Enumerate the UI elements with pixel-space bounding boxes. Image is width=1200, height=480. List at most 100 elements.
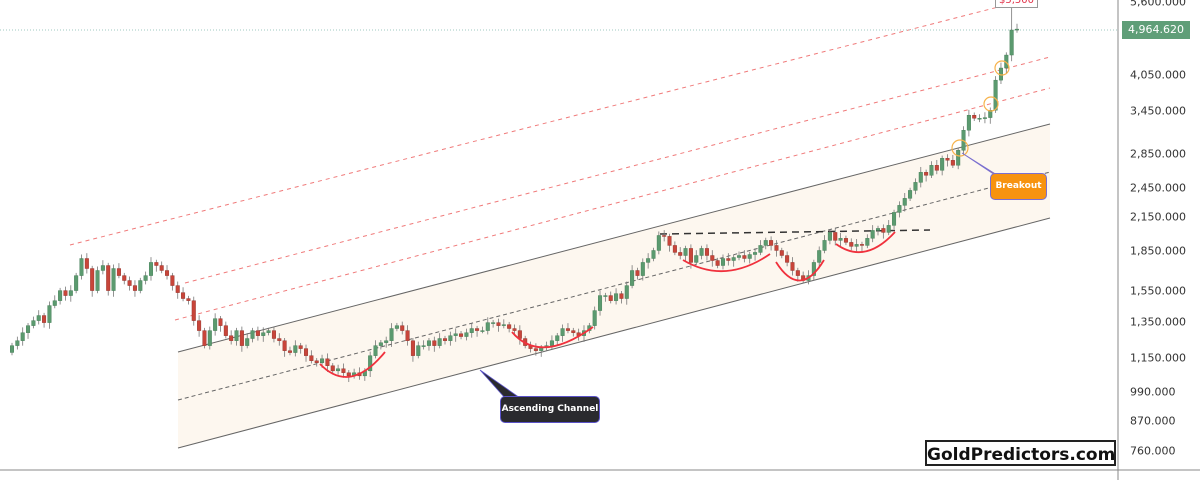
candle [859,241,864,252]
candle-body-up [68,290,73,296]
candle [165,265,170,280]
candle [250,327,255,343]
y-tick-label: 2,450.000 [1130,181,1186,195]
y-tick-label: 5,600.000 [1130,0,1186,9]
candle-body-down [779,250,784,256]
resistance-line [659,229,931,235]
candle [443,335,448,345]
candle-body-up [448,335,453,341]
candle [715,257,720,269]
y-tick-label: 1,850.000 [1130,244,1186,258]
candle [533,343,538,356]
candle [795,267,800,282]
candle [624,281,629,305]
candle [940,155,945,176]
candle-body-up [261,332,266,336]
candle [26,322,31,339]
candle-body-down [239,330,244,346]
candle-body-up [918,172,923,183]
candle-body-down [859,244,864,246]
last-price-label: 4,964.620 [1122,21,1190,39]
candle-body-up [47,305,52,323]
target-line-3 [174,87,1051,321]
y-tick-label: 990.000 [1130,385,1176,399]
candle [309,350,314,364]
candle [838,232,843,247]
candle [47,301,52,329]
candle-body-down [282,340,287,351]
candle-body-down [635,270,640,276]
candle [555,332,560,346]
candle [255,326,260,341]
candle-body-up [148,262,153,276]
candle-body-down [678,252,683,256]
candle-body-down [432,340,437,346]
candle [571,327,576,337]
candle-body-up [646,258,651,263]
candle [282,337,287,357]
candle-body-up [336,368,341,372]
ascending-channel-callout: Ascending Channel [500,396,600,423]
candle-body-down [309,355,314,361]
candle-body-up [111,268,116,291]
candle-body-up [929,165,934,176]
rounding-bottom-arc [775,259,825,282]
candle [592,306,597,330]
rounding-bottom-arc [511,326,594,349]
candle [437,333,442,349]
candle [464,328,469,341]
candle [998,62,1003,84]
candle [100,260,105,275]
candle [672,241,677,256]
candle-body-down [667,236,672,246]
candle-body-up [656,235,661,251]
candle [218,315,223,332]
candle [394,322,399,332]
candle [779,247,784,259]
candle-body-down [341,368,346,373]
candle [20,327,25,346]
candle [475,325,480,337]
candle [63,286,68,301]
candle [982,112,987,124]
candle [1009,2,1014,62]
candle [42,312,47,328]
candle-body-up [731,257,736,261]
candle [314,358,319,367]
candle-body-up [1009,29,1014,56]
candle-body-down [795,270,800,276]
candle-body-down [223,325,228,336]
candle [683,245,688,261]
candle-body-down [181,292,186,299]
candle [389,323,394,347]
candle-body-up [870,230,875,239]
channel-lower-line [177,217,1051,449]
candle-body-down [710,255,715,261]
candle [111,264,116,297]
candle-body-down [790,262,795,271]
candle-body-down [277,338,282,341]
candle [507,321,512,333]
target-line-1 [69,3,1011,246]
candle-body-down [132,285,137,291]
candle [191,296,196,326]
candle-body-down [565,328,570,331]
candle-body-up [592,310,597,326]
candle [416,341,421,359]
breakout-circle [951,139,969,157]
candle [271,326,276,343]
rounding-bottom-arc [835,231,896,253]
candle [753,248,758,261]
candle [426,337,431,351]
candle-body-up [31,320,36,326]
candle-body-down [314,360,319,363]
y-tick-label: 4,050.000 [1130,68,1186,82]
candle-body-down [116,268,121,276]
candle [656,231,661,255]
candle-body-down [726,258,731,261]
candle-body-down [255,330,260,336]
candle-body-down [410,340,415,356]
candle [36,310,41,325]
candle-body-down [507,324,512,329]
